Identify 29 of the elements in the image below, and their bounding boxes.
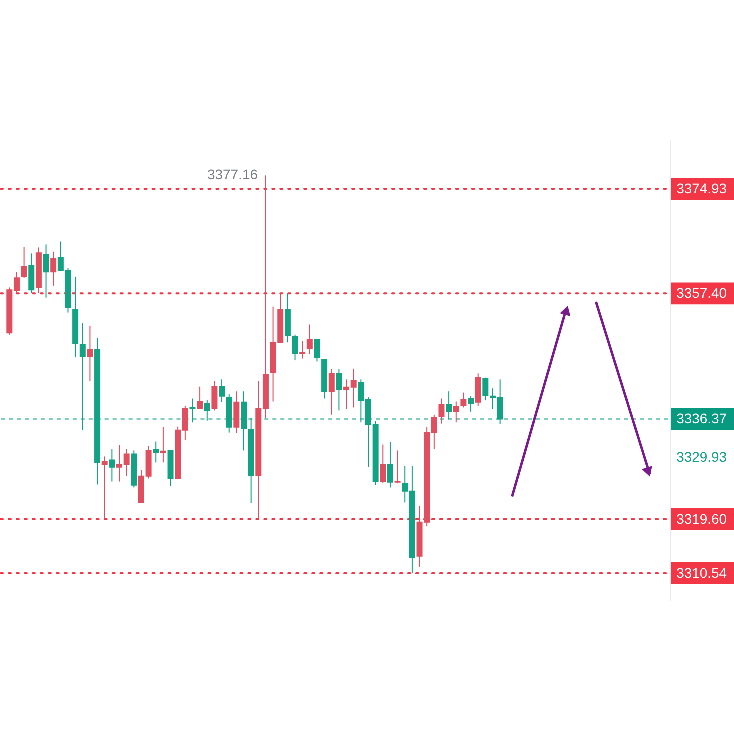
candlestick (336, 369, 342, 412)
candlestick (328, 369, 335, 416)
candlestick (468, 396, 474, 412)
candlestick (109, 449, 116, 482)
candlestick (102, 456, 108, 520)
candlestick (292, 334, 298, 362)
candlestick (43, 244, 50, 298)
candlestick (306, 324, 313, 356)
candlestick (212, 380, 218, 412)
candlestick (160, 426, 166, 464)
candlestick (87, 325, 94, 382)
y-tick-label: 3319.60 (676, 510, 728, 527)
candlestick (394, 450, 401, 484)
candlestick (314, 339, 320, 362)
candlestick (153, 441, 160, 464)
y-tick-label: 3336.37 (676, 410, 728, 427)
candlestick (300, 340, 306, 360)
y-tick-label: 3374.93 (676, 180, 728, 196)
annotation: 3377.16 (207, 166, 258, 183)
candlestick (219, 379, 226, 403)
candlestick (380, 444, 386, 484)
y-tick-label: 3310.54 (676, 564, 728, 581)
candlestick (438, 398, 445, 424)
candlestick (50, 251, 57, 286)
y-tick-label: 3329.93 (676, 449, 728, 466)
candlestick (387, 442, 394, 488)
candlestick (21, 246, 28, 279)
candlestick (197, 386, 204, 410)
y-tick-label: 3357.40 (676, 285, 728, 302)
